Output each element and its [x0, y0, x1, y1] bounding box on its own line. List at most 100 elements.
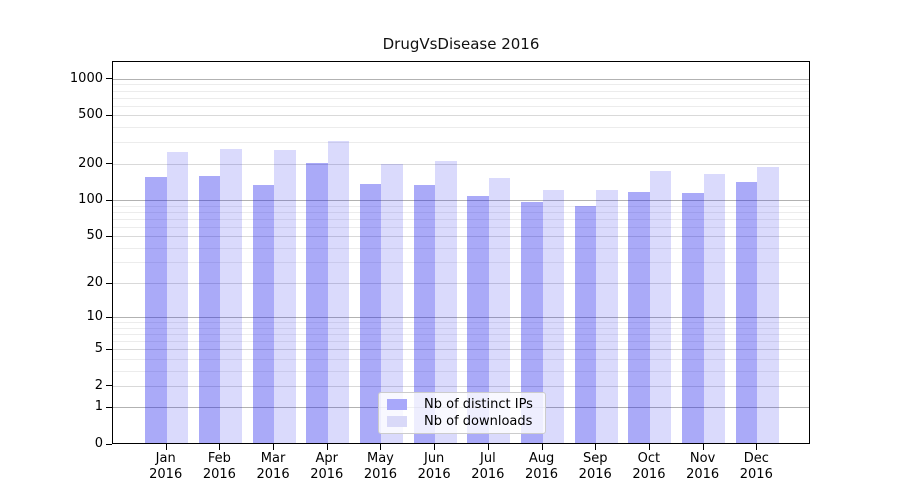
legend-swatch-distinct-ips	[387, 399, 407, 410]
x-tick-label-may: May 2016	[363, 451, 397, 482]
gridline-y-60	[113, 226, 809, 228]
bar-downloads-nov	[703, 173, 726, 443]
y-tick-label-200: 200	[78, 155, 103, 171]
x-tick-label-dec: Dec 2016	[739, 451, 773, 482]
gridline-y-800	[113, 90, 809, 92]
gridline-y-2	[113, 385, 809, 387]
x-tick-label-mar: Mar 2016	[256, 451, 290, 482]
y-tick-2	[106, 385, 112, 387]
gridline-y-40	[113, 247, 809, 249]
y-tick-5	[106, 348, 112, 350]
x-tick-label-sep: Sep 2016	[578, 451, 612, 482]
x-tick-label-jun: Jun 2016	[417, 451, 451, 482]
bar-ips-aug	[521, 201, 543, 443]
gridline-y-5	[113, 349, 809, 351]
bar-ips-jul	[467, 195, 489, 443]
plot-area	[112, 61, 810, 444]
bar-ips-oct	[628, 191, 650, 443]
bar-downloads-aug	[542, 189, 565, 443]
gridline-y-3	[113, 370, 809, 372]
y-tick-label-20: 20	[86, 275, 103, 291]
gridline-y-200	[113, 163, 809, 165]
y-tick-label-2: 2	[94, 377, 103, 393]
gridline-y-9	[113, 322, 809, 324]
gridline-y-6	[113, 341, 809, 343]
x-tick-label-jan: Jan 2016	[149, 451, 183, 482]
y-tick-50	[106, 235, 112, 237]
x-tick-jun	[434, 444, 436, 450]
legend-label-downloads: Nb of downloads	[424, 414, 533, 429]
x-tick-aug	[541, 444, 543, 450]
y-tick-label-5: 5	[94, 341, 103, 357]
bar-ips-jun	[413, 185, 436, 443]
bar-downloads-feb	[220, 149, 242, 443]
x-tick-nov	[702, 444, 704, 450]
bar-downloads-dec	[757, 167, 779, 443]
y-tick-label-1: 1	[94, 399, 103, 415]
x-tick-jan	[165, 444, 167, 450]
gridline-y-30	[113, 262, 809, 264]
gridline-y-20	[113, 283, 809, 285]
bar-downloads-jul	[488, 178, 511, 443]
y-tick-label-100: 100	[78, 192, 103, 208]
legend-item-downloads: Nb of downloads	[379, 414, 545, 429]
x-tick-label-feb: Feb 2016	[202, 451, 236, 482]
gridline-y-1000	[113, 78, 809, 80]
gridline-y-10	[113, 317, 809, 319]
x-tick-dec	[756, 444, 758, 450]
bar-ips-feb	[198, 176, 221, 443]
x-tick-label-apr: Apr 2016	[310, 451, 344, 482]
bar-downloads-jan	[166, 152, 189, 443]
y-tick-label-10: 10	[86, 309, 103, 325]
gridline-y-7	[113, 334, 809, 336]
bar-ips-nov	[682, 193, 704, 443]
y-tick-0	[106, 443, 112, 445]
y-tick-label-1000: 1000	[69, 70, 103, 86]
gridline-y-90	[113, 205, 809, 207]
x-tick-apr	[326, 444, 328, 450]
gridline-y-100	[113, 200, 809, 202]
x-tick-label-nov: Nov 2016	[686, 451, 720, 482]
x-tick-oct	[648, 444, 650, 450]
bar-downloads-jun	[435, 161, 457, 443]
bar-ips-sep	[574, 205, 597, 443]
legend-label-distinct-ips: Nb of distinct IPs	[424, 397, 533, 412]
y-tick-100	[106, 199, 112, 201]
bar-downloads-oct	[649, 170, 672, 443]
legend-swatch-downloads	[387, 416, 407, 427]
y-tick-1000	[106, 78, 112, 80]
y-tick-label-50: 50	[86, 228, 103, 244]
y-tick-1	[106, 406, 112, 408]
x-tick-sep	[595, 444, 597, 450]
gridline-y-70	[113, 218, 809, 220]
y-tick-10	[106, 316, 112, 318]
gridline-y-400	[113, 127, 809, 129]
bar-downloads-may	[381, 163, 403, 443]
bar-ips-mar	[252, 185, 275, 443]
gridline-y-900	[113, 84, 809, 86]
bar-ips-apr	[306, 162, 328, 443]
gridline-y-80	[113, 211, 809, 213]
gridline-y-500	[113, 115, 809, 117]
gridline-y-8	[113, 327, 809, 329]
bar-downloads-mar	[274, 149, 296, 443]
x-tick-label-jul: Jul 2016	[471, 451, 505, 482]
y-tick-20	[106, 282, 112, 284]
y-tick-label-0: 0	[94, 436, 103, 451]
bar-downloads-apr	[327, 140, 350, 443]
y-tick-label-500: 500	[78, 107, 103, 123]
y-tick-200	[106, 163, 112, 165]
bar-ips-dec	[735, 182, 758, 443]
x-tick-feb	[219, 444, 221, 450]
bar-downloads-sep	[596, 190, 618, 443]
x-tick-may	[380, 444, 382, 450]
y-tick-500	[106, 114, 112, 116]
legend-item-distinct-ips: Nb of distinct IPs	[379, 397, 545, 412]
x-tick-label-aug: Aug 2016	[524, 451, 559, 482]
bar-ips-may	[359, 184, 382, 443]
gridline-y-600	[113, 105, 809, 107]
legend: Nb of distinct IPs Nb of downloads	[378, 392, 546, 434]
x-tick-label-oct: Oct 2016	[632, 451, 666, 482]
gridline-y-700	[113, 97, 809, 99]
